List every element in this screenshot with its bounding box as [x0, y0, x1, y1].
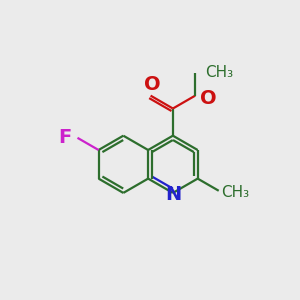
Text: O: O [200, 89, 217, 108]
Text: CH₃: CH₃ [205, 65, 233, 80]
Text: O: O [144, 75, 160, 94]
Text: F: F [58, 128, 71, 147]
Text: N: N [165, 185, 181, 204]
Text: CH₃: CH₃ [221, 185, 249, 200]
